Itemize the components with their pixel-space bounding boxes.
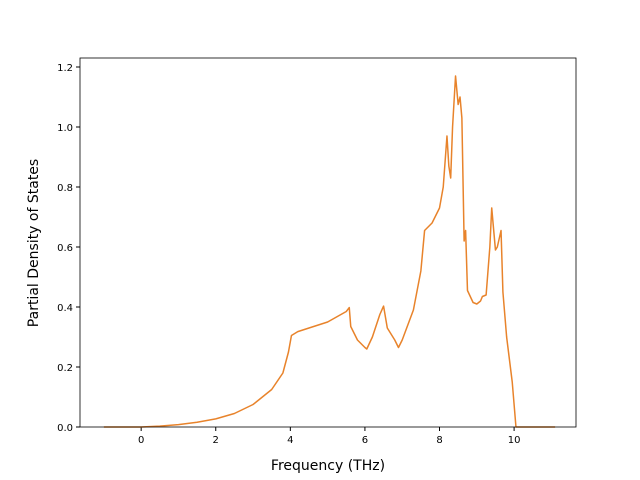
x-tick-label: 0 xyxy=(138,435,144,446)
y-tick-label: 0.6 xyxy=(57,243,73,254)
plot-frame xyxy=(79,57,577,428)
line xyxy=(103,75,556,428)
y-tick-label: 1.2 xyxy=(57,63,73,74)
y-tick-label: 0.8 xyxy=(57,183,73,194)
y-axis-label: Partial Density of States xyxy=(26,159,42,327)
y-tick-label: 1.0 xyxy=(57,123,73,134)
x-tick-label: 4 xyxy=(287,435,293,446)
y-tick-label: 0.0 xyxy=(57,423,73,434)
x-tick-label: 10 xyxy=(508,435,521,446)
x-tick-label: 2 xyxy=(213,435,219,446)
x-tick-label: 8 xyxy=(436,435,442,446)
y-tick-label: 0.4 xyxy=(57,303,73,314)
x-tick-label: 6 xyxy=(362,435,368,446)
x-axis-label: Frequency (THz) xyxy=(271,458,385,474)
y-tick-label: 0.2 xyxy=(57,363,73,374)
